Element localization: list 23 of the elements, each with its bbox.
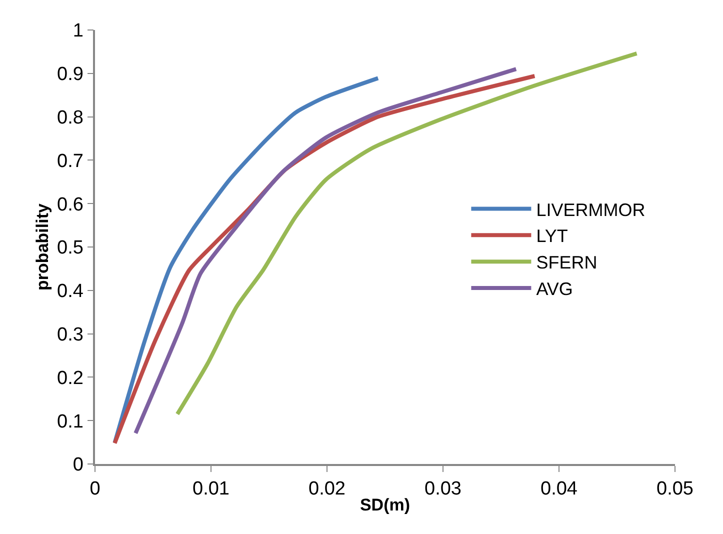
x-tick-label: 0.01 [192,478,230,500]
y-tick-label: 1 [72,20,84,42]
y-tick-label: 0.5 [57,238,84,259]
y-tick-label: 0 [72,454,84,476]
x-axis-title: SD(m) [360,495,410,514]
x-tick-label: 0.02 [308,478,346,500]
y-tick-label: 0.2 [57,368,84,389]
legend-label: LYT [536,226,568,246]
x-tick-label: 0.05 [656,478,694,500]
y-tick-label: 0.4 [57,281,84,302]
legend-label: AVG [536,279,573,299]
legend-label: LIVERMMOR [536,200,646,220]
y-tick-label: 0.3 [57,324,84,346]
y-tick-label: 0.7 [57,150,84,172]
y-tick-label: 0.9 [57,64,84,86]
y-tick-label: 0.1 [57,411,84,432]
y-axis-title: probability [33,203,52,290]
y-tick-label: 0.8 [57,107,84,128]
x-tick-label: 0 [90,478,100,500]
x-tick-label: 0.04 [540,478,578,500]
x-tick-label: 0.03 [424,478,462,500]
legend-label: SFERN [536,252,598,273]
y-tick-label: 0.6 [57,194,84,216]
